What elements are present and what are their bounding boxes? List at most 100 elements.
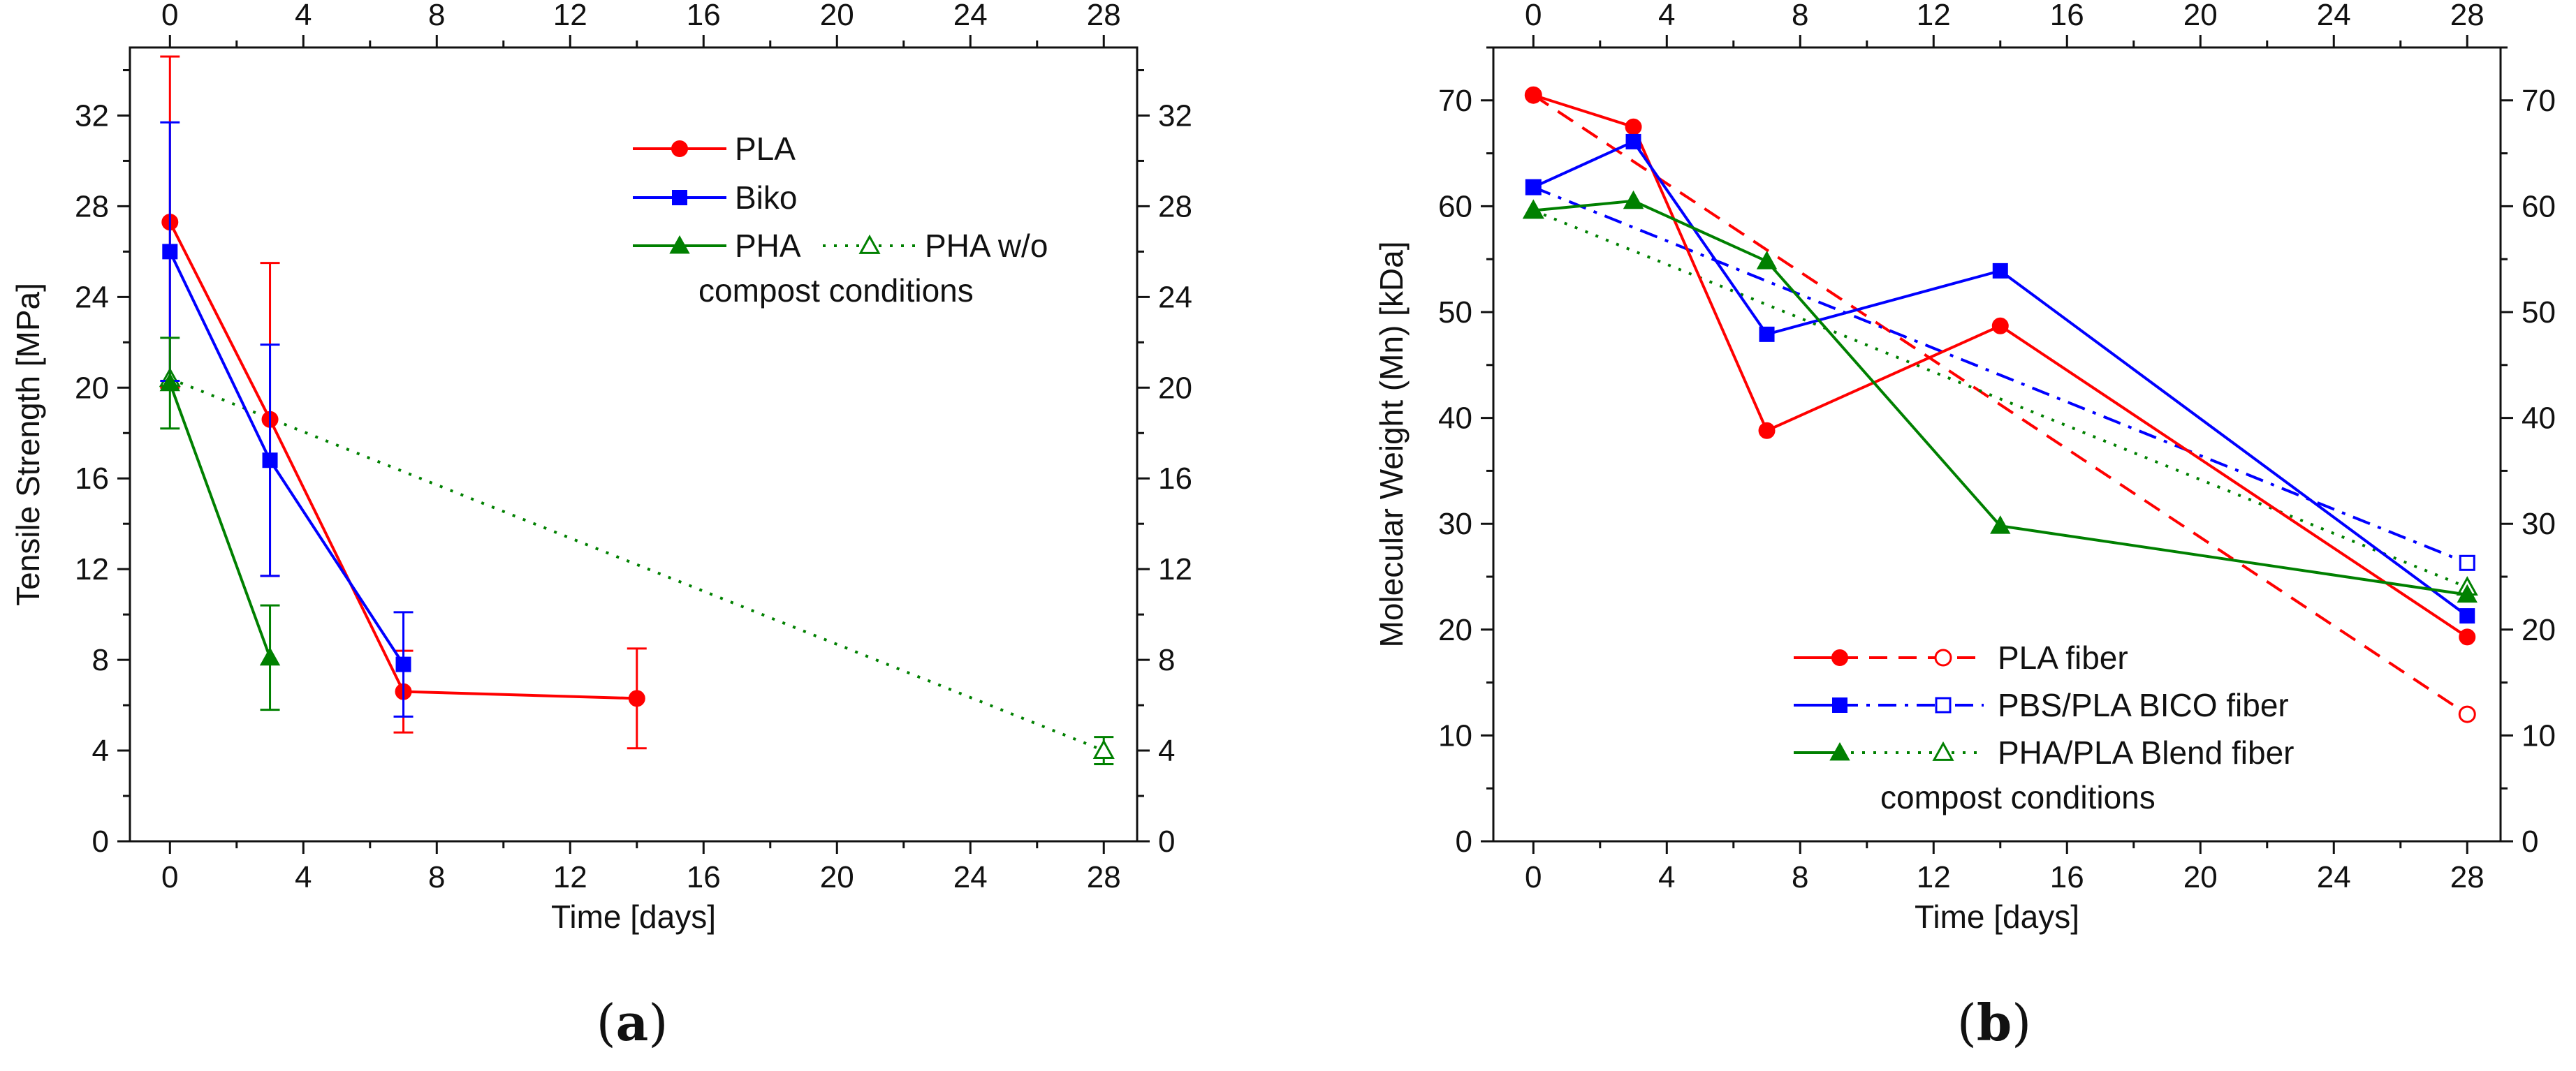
chart-panel-a: 0 0 4 4 8 8 12 12 16 16 20 20 24 24 28 28 0 0 4 4 8 8 12 12 16 16… — [10, 0, 1192, 1052]
legend-marker — [669, 235, 690, 254]
data-point — [1759, 326, 1775, 342]
series-line — [1532, 186, 2468, 565]
x-tick-label: 12 — [553, 860, 587, 894]
x-tick-label-top: 0 — [1525, 0, 1542, 32]
data-point — [2457, 584, 2478, 603]
legend-marker — [1932, 741, 1954, 761]
x-tick-label-top: 12 — [1917, 0, 1951, 32]
y-tick-label-right: 12 — [1158, 552, 1192, 586]
y-tick-label: 4 — [92, 734, 109, 768]
data-point — [1992, 263, 2008, 279]
y-tick-label-right: 70 — [2522, 84, 2556, 118]
series-pbs-pla-bico-fiber — [1525, 179, 2475, 571]
x-tick-label: 12 — [1917, 860, 1951, 894]
x-tick-label-top: 24 — [953, 0, 988, 32]
x-tick-label-top: 12 — [553, 0, 587, 32]
data-point — [162, 244, 178, 260]
data-point — [1625, 133, 1641, 149]
y-tick-label-right: 32 — [1158, 98, 1192, 133]
legend: PLA Biko PHA PHA w/o compost conditions — [633, 131, 1048, 309]
x-tick-label-top: 8 — [1792, 0, 1808, 32]
x-tick-label-top: 20 — [2183, 0, 2218, 32]
data-point — [2459, 554, 2475, 571]
x-tick-label: 28 — [1087, 860, 1121, 894]
legend: PLA fiber PBS/PLA BICO fiber PHA/PLA Blend… — [1794, 640, 2294, 815]
y-tick-label: 50 — [1438, 295, 1472, 330]
data-point — [159, 372, 180, 392]
series-pha-pla-blend-fiber-compost- — [1523, 190, 2478, 603]
legend-label: Biko — [735, 179, 797, 216]
data-point — [2459, 628, 2476, 646]
data-point — [1625, 118, 1642, 135]
y-tick-label-right: 8 — [1158, 643, 1175, 677]
legend-marker — [1832, 697, 1847, 713]
legend-label: PHA — [735, 228, 801, 264]
panel-label-letter: b — [1977, 993, 2012, 1052]
x-tick-label-top: 4 — [1658, 0, 1675, 32]
panel-label-open: ( — [597, 994, 616, 1052]
y-tick-label-right: 20 — [1158, 371, 1192, 405]
x-tick-label-top: 28 — [2450, 0, 2484, 32]
x-axis-title: Time [days] — [551, 899, 716, 935]
x-tick-label-top: 0 — [161, 0, 178, 32]
chart-panel-b: 0 0 4 4 8 8 12 12 16 16 20 20 24 24 28 28 0 0 10 10 20 20 30 30… — [1373, 0, 2556, 1052]
y-tick-label: 10 — [1438, 718, 1472, 753]
series-line — [1532, 209, 2468, 589]
legend-caption: compost conditions — [1880, 779, 2156, 815]
y-tick-label-right: 24 — [1158, 280, 1192, 314]
y-tick-label: 20 — [75, 371, 109, 405]
series-pha — [159, 337, 281, 711]
x-tick-label-top: 24 — [2317, 0, 2351, 32]
y-tick-label: 20 — [1438, 613, 1472, 647]
data-point — [1991, 317, 2009, 334]
legend-marker — [1829, 741, 1850, 761]
data-point — [262, 452, 278, 468]
y-tick-label: 0 — [92, 825, 109, 859]
series-pbs-pla-bico-fiber-compost- — [1525, 133, 2475, 624]
panel-label: (a) — [597, 993, 668, 1052]
data-point — [259, 647, 281, 666]
data-point — [1623, 190, 1644, 209]
x-tick-label: 8 — [1792, 860, 1808, 894]
series-line — [1532, 94, 2468, 716]
x-tick-label: 24 — [2317, 860, 2351, 894]
legend-marker — [1831, 649, 1848, 666]
y-tick-label-right: 40 — [2522, 401, 2556, 436]
series-pha-pla-blend-fiber — [1522, 199, 2478, 596]
y-tick-label: 28 — [75, 189, 109, 223]
legend-marker — [1934, 649, 1952, 667]
panel-label-close: ) — [2012, 994, 2031, 1052]
x-tick-label: 16 — [687, 860, 721, 894]
y-tick-label-right: 16 — [1158, 461, 1192, 496]
series-biko — [160, 121, 414, 718]
series-line — [168, 383, 272, 658]
data-point — [1758, 422, 1776, 439]
y-tick-label: 12 — [75, 552, 109, 586]
y-tick-label-right: 20 — [2522, 613, 2556, 647]
y-axis-title: Molecular Weight (Mn) [kDa] — [1373, 242, 1410, 648]
y-tick-label-right: 60 — [2522, 189, 2556, 223]
series-pla-fiber — [1524, 86, 2476, 723]
x-tick-label-top: 20 — [820, 0, 854, 32]
y-axis-title: Tensile Strength [MPa] — [10, 283, 46, 606]
x-tick-label: 4 — [1658, 860, 1675, 894]
y-tick-label-right: 10 — [2522, 718, 2556, 753]
legend-marker — [1935, 697, 1952, 714]
data-point — [628, 690, 645, 707]
y-tick-label: 40 — [1438, 401, 1472, 436]
data-point — [2459, 608, 2475, 624]
legend-label: PLA fiber — [1998, 640, 2128, 676]
panel-label-letter: a — [616, 993, 649, 1052]
plot-frame — [1492, 46, 2502, 843]
legend-label: PHA w/o — [925, 228, 1048, 264]
legend-label: PHA/PLA Blend fiber — [1998, 734, 2294, 771]
y-tick-label: 8 — [92, 643, 109, 677]
panel-label-open: ( — [1957, 994, 1977, 1052]
legend-caption: compost conditions — [698, 272, 974, 309]
panel-label-close: ) — [648, 994, 668, 1052]
data-point — [2458, 705, 2476, 723]
panel-label: (b) — [1957, 993, 2032, 1052]
x-tick-label: 28 — [2450, 860, 2484, 894]
y-tick-label: 32 — [75, 98, 109, 133]
y-tick-label: 24 — [75, 280, 109, 314]
